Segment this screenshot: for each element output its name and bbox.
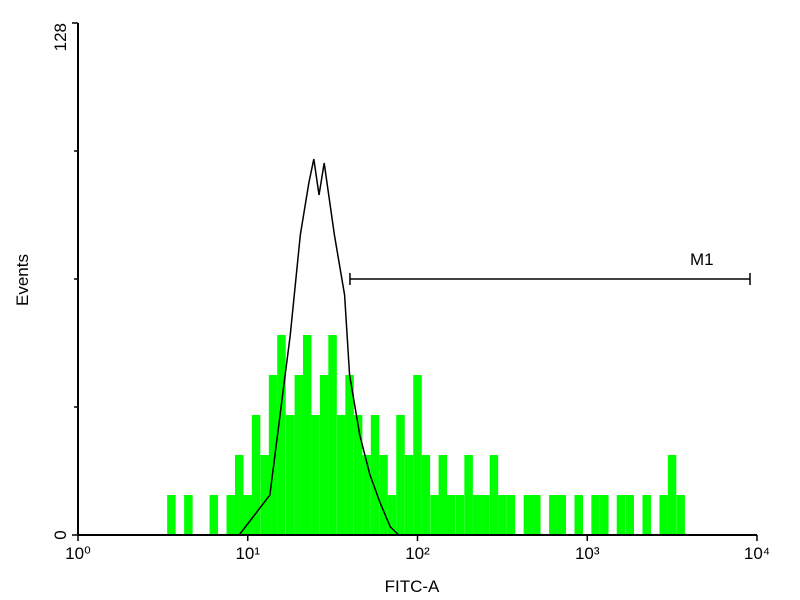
histogram-bar — [625, 495, 635, 535]
x-axis-label: FITC-A — [385, 577, 440, 596]
histogram-line — [199, 158, 400, 536]
histogram-bar — [209, 495, 219, 535]
y-tick-label: 128 — [51, 23, 70, 51]
histogram-bar — [234, 455, 244, 535]
histogram-bar — [226, 495, 235, 535]
histogram-bar — [286, 415, 295, 535]
histogram-bar — [659, 495, 668, 535]
histogram-bar — [464, 455, 473, 535]
x-tick-label: 10⁴ — [744, 544, 770, 563]
histogram-bar — [667, 455, 677, 535]
histogram-bar — [294, 375, 304, 535]
histogram-bar — [387, 495, 397, 535]
histogram-bar — [498, 495, 507, 535]
histogram-bar — [616, 495, 626, 535]
histogram-bar — [277, 335, 286, 535]
histogram-bar — [311, 415, 320, 535]
histogram-bar — [532, 495, 541, 535]
histogram-bar — [353, 415, 363, 535]
histogram-bar — [167, 495, 176, 535]
gate-label: M1 — [690, 250, 714, 269]
x-tick-label: 10⁰ — [65, 544, 91, 563]
x-tick-label: 10³ — [575, 544, 600, 563]
histogram-bar — [446, 495, 456, 535]
histogram-bar — [243, 495, 252, 535]
histogram-bar — [319, 375, 329, 535]
histogram-bar — [676, 495, 685, 535]
histogram-bar — [302, 335, 312, 535]
histogram-bar — [489, 455, 499, 535]
histogram-bar — [362, 455, 371, 535]
histogram-bar — [260, 455, 270, 535]
histogram-bar — [268, 375, 278, 535]
histogram-bar — [430, 495, 439, 535]
histogram-bar — [600, 495, 609, 535]
histogram-bar — [481, 495, 490, 535]
histogram-bar — [591, 495, 600, 535]
histogram-bar — [396, 415, 405, 535]
histogram-bar — [251, 415, 261, 535]
x-tick-label: 10² — [405, 544, 430, 563]
histogram-bar — [549, 495, 558, 535]
histogram-bar — [523, 495, 533, 535]
histogram-bar — [370, 415, 380, 535]
histogram-bar — [642, 495, 651, 535]
histogram-bar — [379, 455, 388, 535]
histogram-bar — [328, 335, 337, 535]
histogram-bar — [336, 415, 346, 535]
histogram-bar — [184, 495, 193, 535]
histogram-bar — [472, 495, 482, 535]
histogram-bar — [506, 495, 516, 535]
histogram-bar — [404, 455, 414, 535]
y-tick-label: 0 — [51, 530, 70, 539]
histogram-bar — [421, 455, 431, 535]
x-tick-label: 10¹ — [235, 544, 260, 563]
histogram-bar — [455, 495, 465, 535]
histogram-bar — [557, 495, 567, 535]
histogram-bar — [345, 375, 354, 535]
histogram-bar — [574, 495, 583, 535]
histogram-bar — [413, 375, 422, 535]
y-axis-label: Events — [13, 254, 32, 306]
histogram-bar — [438, 455, 448, 535]
